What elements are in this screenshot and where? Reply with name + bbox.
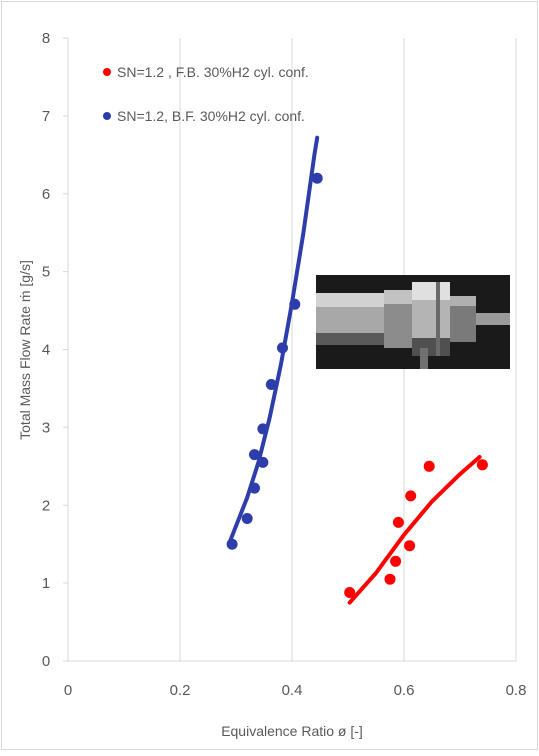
data-point-series-1 xyxy=(311,172,323,184)
data-point-series-1 xyxy=(249,482,260,494)
data-point-series-0 xyxy=(390,555,402,567)
data-point-series-1 xyxy=(249,449,260,461)
x-tick-label: 0.4 xyxy=(282,682,303,699)
axes xyxy=(63,37,516,662)
data-point-series-1 xyxy=(257,423,269,435)
data-point-series-0 xyxy=(405,490,417,502)
trendline-series-0 xyxy=(347,455,482,605)
data-point-series-0 xyxy=(476,459,488,471)
data-point-series-0 xyxy=(392,516,404,528)
tick-labels: 0 1 2 3 4 5 6 7 8 0 0.2 0.4 0.6 0.8 xyxy=(42,30,527,699)
data-point-series-0 xyxy=(404,540,416,552)
y-tick-label: 1 xyxy=(42,575,50,592)
y-tick-label: 3 xyxy=(42,419,50,436)
legend-label-bf: SN=1.2, B.F. 30%H2 cyl. conf. xyxy=(117,108,305,124)
x-tick-label: 0.8 xyxy=(506,682,527,699)
y-tick-label: 5 xyxy=(42,264,50,281)
legend-label-fb: SN=1.2 , F.B. 30%H2 cyl. conf. xyxy=(117,64,309,80)
data-point-series-1 xyxy=(289,298,301,310)
data-point-series-0 xyxy=(344,587,356,598)
legend-marker-fb xyxy=(103,68,111,76)
data-point-series-1 xyxy=(265,379,277,390)
data-point-series-1 xyxy=(257,456,269,468)
series xyxy=(226,135,488,605)
data-point-series-0 xyxy=(423,460,435,472)
x-tick-label: 0 xyxy=(64,682,72,699)
x-axis-title: Equivalence Ratio ø [-] xyxy=(221,723,363,739)
y-tick-label: 4 xyxy=(42,342,50,359)
y-tick-label: 6 xyxy=(42,186,50,203)
y-tick-label: 2 xyxy=(42,497,50,514)
data-point-series-1 xyxy=(277,342,288,354)
burner-photo-icon xyxy=(316,275,510,369)
y-tick-label: 0 xyxy=(42,653,50,670)
y-tick-label: 7 xyxy=(42,108,50,125)
legend: SN=1.2 , F.B. 30%H2 cyl. conf. SN=1.2, B… xyxy=(103,64,309,124)
legend-marker-bf xyxy=(103,112,111,120)
data-point-series-1 xyxy=(241,513,253,524)
data-point-series-1 xyxy=(226,538,238,550)
y-axis-title: Total Mass Flow Rate ṁ [g/s] xyxy=(17,260,33,440)
y-tick-label: 8 xyxy=(42,30,50,47)
x-tick-label: 0.2 xyxy=(170,682,191,699)
x-tick-label: 0.6 xyxy=(394,682,415,699)
data-point-series-0 xyxy=(384,573,396,585)
